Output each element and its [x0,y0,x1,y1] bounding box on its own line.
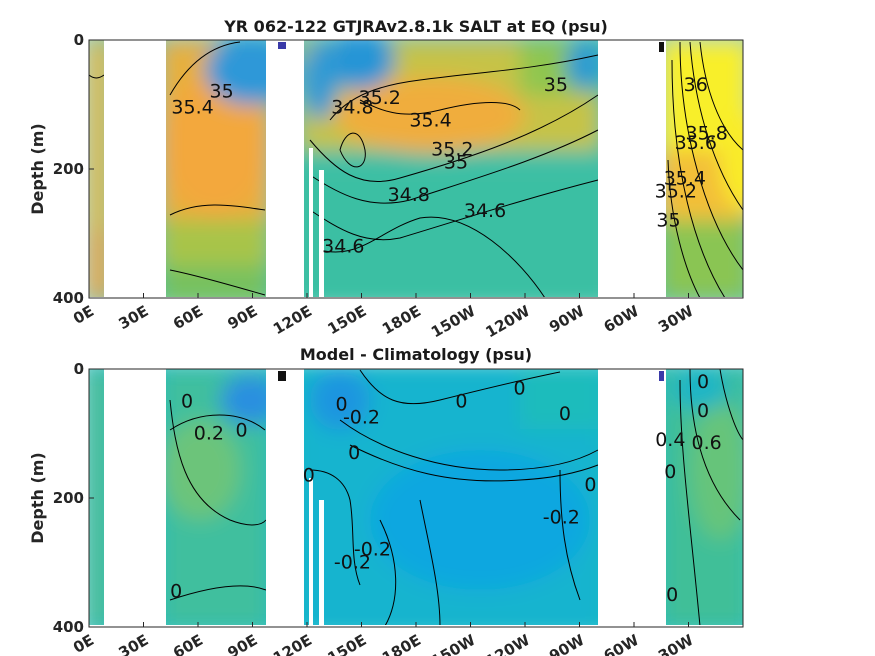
bot-ytick-label: 200 [53,489,84,507]
top-contour-lines [89,41,743,298]
top-xtick-label: 30W [655,302,697,337]
bot-xtick-label: 120E [270,631,315,656]
bot-xtick-label: 30E [116,631,152,656]
bot-contour-label: 0.2 [194,423,224,445]
top-contour-label: 34.6 [322,235,364,257]
bottom-panel: Model - Climatology (psu) Depth (m) [28,345,744,656]
top-contour-label: 35.6 [675,132,717,154]
bot-contour-label: 0 [584,474,596,496]
bot-xtick-label: 150E [325,631,370,656]
bot-xtick-label: 60W [601,631,643,656]
bot-ytick-label: 400 [53,618,84,636]
top-chart-title: YR 062-122 GTJRAv2.8.1k SALT at EQ (psu) [223,17,608,36]
top-xtick-label: 60E [170,302,206,333]
top-salinity-field [89,40,743,298]
bot-contour-label: 0 [666,584,678,606]
top-contour-label: 34.8 [388,184,430,206]
bot-contour-label: -0.2 [343,406,380,428]
bot-contour-label: 0 [697,400,709,422]
top-panel: YR 062-122 GTJRAv2.8.1k SALT at EQ (psu)… [28,17,744,341]
top-contour-label: 35 [210,81,234,103]
top-y-axis-label: Depth (m) [28,123,47,215]
top-contour-label: 35.2 [431,139,473,161]
top-contour-label: 35.2 [359,87,401,109]
bottom-y-ticks: 0 200 400 [53,360,94,636]
bot-xtick-label: 180E [379,631,424,656]
top-xtick-label: 150E [325,302,370,338]
top-contour-label: 35.4 [171,97,213,119]
top-ytick-label: 0 [74,31,84,49]
bot-contour-label: 0 [697,371,709,393]
bot-contour-label: -0.2 [354,539,391,561]
bot-contour-label: 0 [236,419,248,441]
top-contour-label: 35 [656,210,680,232]
bot-contour-label: 0 [455,390,467,412]
bot-contour-label: 0 [664,461,676,483]
top-contour-label: 35.8 [686,123,728,145]
bot-xtick-label: 150W [428,631,479,656]
bottom-chart-title: Model - Climatology (psu) [300,345,532,364]
top-xtick-label: 180E [379,302,424,338]
bot-ytick-label: 0 [74,360,84,378]
bot-contour-label: -0.2 [543,506,580,528]
bottom-difference-field [89,369,743,627]
bot-contour-label: 0.6 [692,432,722,454]
top-contour-label: 35.4 [664,168,706,190]
top-contour-label: 35.2 [655,181,697,203]
top-contour-label: 34.6 [464,200,506,222]
bot-contour-label: -0.2 [334,552,371,574]
bot-contour-label: 0.4 [655,429,685,451]
top-contour-label: 35 [544,74,568,96]
bot-xtick-label: 90E [225,631,261,656]
top-xtick-label: 150W [428,302,479,342]
top-xtick-label: 60W [601,302,643,337]
top-xtick-label: 120E [270,302,315,338]
top-land-masks [89,40,743,298]
bottom-y-axis-label: Depth (m) [28,452,47,544]
bot-contour-label: 0 [303,464,315,486]
bot-xtick-label: 30W [655,631,697,656]
bot-contour-label: 0 [559,403,571,425]
top-ytick-label: 200 [53,160,84,178]
bot-contour-label: 0 [170,581,182,603]
top-contour-label: 35.4 [409,110,451,132]
bot-contour-label: 0 [348,442,360,464]
bot-contour-label: 0 [335,393,347,415]
bot-xtick-label: 90W [546,631,588,656]
top-xtick-label: 90W [546,302,588,337]
top-x-ticks: 0E 30E 60E 90E 120E 150E 180E 150W 120W 90W 60W 30W [70,293,697,341]
bot-contour-label: 0 [181,390,193,412]
top-contour-label: 36 [684,74,708,96]
top-xtick-label: 120W [483,302,534,342]
top-xtick-label: 90E [225,302,261,333]
bot-contour-label: 0 [514,377,526,399]
top-ytick-label: 400 [53,289,84,307]
top-xtick-label: 30E [116,302,152,333]
bottom-contour-lines [169,369,743,627]
top-y-ticks: 0 200 400 [53,31,94,307]
top-contour-label: 34.8 [331,97,373,119]
bot-xtick-label: 120W [483,631,534,656]
bot-xtick-label: 60E [170,631,206,656]
top-contour-label: 35 [444,152,468,174]
